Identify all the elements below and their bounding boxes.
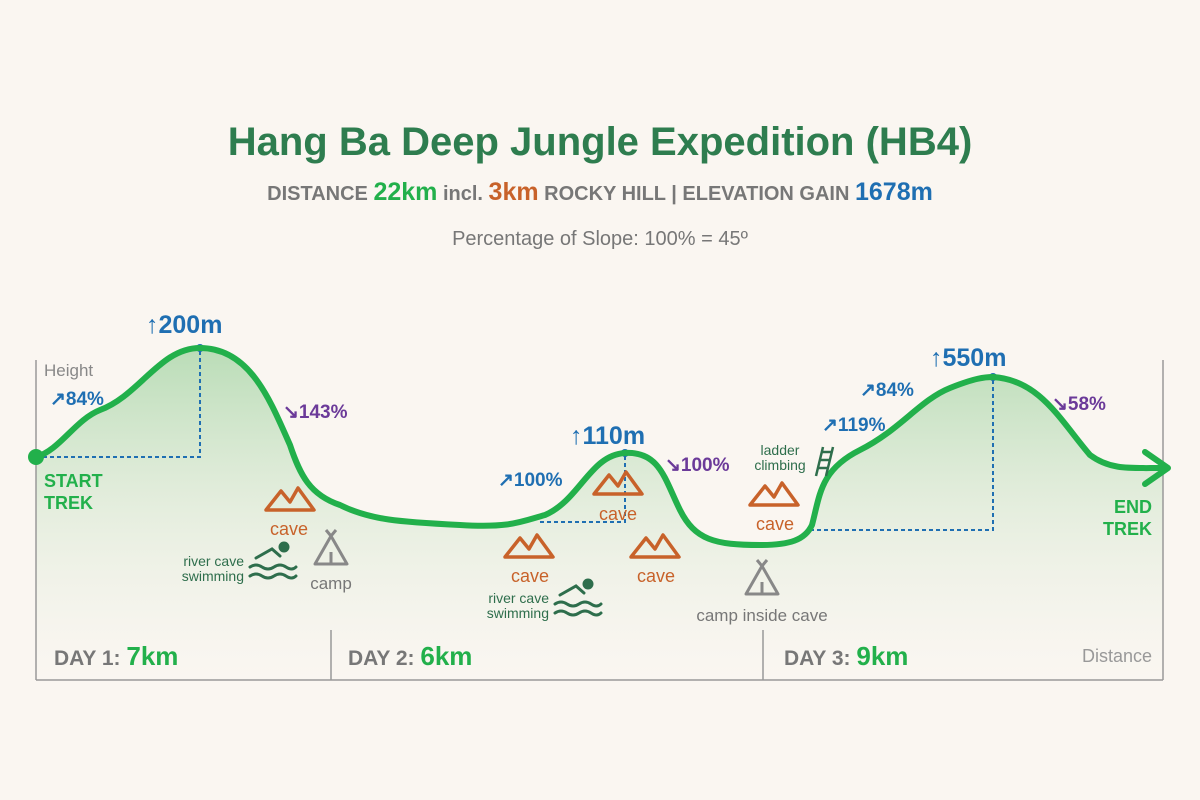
text-line: river cave bbox=[183, 553, 244, 569]
cave-icons bbox=[264, 470, 800, 559]
camp-label: camp inside cave bbox=[696, 606, 827, 625]
day-label: DAY 3: 9km bbox=[784, 641, 908, 671]
text-line: START bbox=[44, 471, 103, 491]
day-label: DAY 1: 7km bbox=[54, 641, 178, 671]
swim-label: river cave swimming bbox=[182, 553, 244, 584]
start-dot bbox=[28, 449, 44, 465]
start-label: START TREK bbox=[44, 471, 103, 513]
slope-label: ↗84% bbox=[860, 380, 914, 401]
peak-label: ↑550m bbox=[930, 344, 1006, 372]
x-axis-label: Distance bbox=[1082, 646, 1152, 666]
stat: 1678m bbox=[855, 178, 933, 206]
swim-icons bbox=[248, 541, 603, 617]
slope-label: ↗119% bbox=[822, 415, 886, 436]
text-line: DAY 1: bbox=[54, 647, 121, 670]
stat: incl. bbox=[443, 183, 483, 205]
end-label: END TREK bbox=[1103, 497, 1152, 539]
stat: 3km bbox=[489, 178, 539, 206]
text-line: 6km bbox=[420, 641, 472, 671]
slope-label: ↗100% bbox=[498, 470, 563, 491]
frame bbox=[35, 360, 1164, 681]
text-line: DAY 2: bbox=[348, 647, 415, 670]
day-label: DAY 2: 6km bbox=[348, 641, 472, 671]
camp-label: camp bbox=[310, 574, 352, 593]
stats: DISTANCE 22km incl. 3km ROCKY HILL | ELE… bbox=[267, 178, 933, 206]
stat: ELEVATION GAIN bbox=[682, 183, 849, 205]
text-line: TREK bbox=[1103, 519, 1152, 539]
peak-label: ↑200m bbox=[146, 311, 222, 339]
subtitle: Percentage of Slope: 100% = 45º bbox=[452, 228, 749, 250]
stat: 22km bbox=[373, 178, 437, 206]
text-line: swimming bbox=[487, 605, 549, 621]
y-axis-label: Height bbox=[44, 361, 93, 380]
stat: | bbox=[671, 183, 677, 205]
cave-label: cave bbox=[270, 519, 308, 539]
text-line: 9km bbox=[856, 641, 908, 671]
slope-label: ↘100% bbox=[665, 455, 730, 476]
swim-label: river cave swimming bbox=[487, 590, 549, 621]
text-line: ladder bbox=[761, 442, 800, 458]
text-line: TREK bbox=[44, 493, 93, 513]
text-line: river cave bbox=[488, 590, 549, 606]
text-line: DAY 3: bbox=[784, 647, 851, 670]
text-line: climbing bbox=[754, 457, 805, 473]
stat: ROCKY HILL bbox=[544, 183, 666, 205]
title: Hang Ba Deep Jungle Expedition (HB4) bbox=[228, 120, 973, 164]
cave-label: cave bbox=[637, 566, 675, 586]
slope-label: ↗84% bbox=[50, 389, 104, 410]
profile-fill bbox=[36, 348, 1163, 680]
slope-label: ↘143% bbox=[283, 402, 348, 423]
cave-label: cave bbox=[756, 514, 794, 534]
peak-label: ↑110m bbox=[570, 422, 645, 450]
tent-icons bbox=[313, 529, 780, 596]
ladder-icon bbox=[814, 446, 835, 477]
text-line: END bbox=[1114, 497, 1152, 517]
profile-line bbox=[33, 344, 1163, 549]
cave-label: cave bbox=[599, 504, 637, 524]
text-line: 7km bbox=[126, 641, 178, 671]
stat: DISTANCE bbox=[267, 183, 368, 205]
cave-label: cave bbox=[511, 566, 549, 586]
slope-label: ↘58% bbox=[1052, 394, 1106, 415]
end-arrow bbox=[1142, 449, 1171, 487]
text-line: swimming bbox=[182, 568, 244, 584]
ladder-label: ladder climbing bbox=[754, 442, 805, 473]
